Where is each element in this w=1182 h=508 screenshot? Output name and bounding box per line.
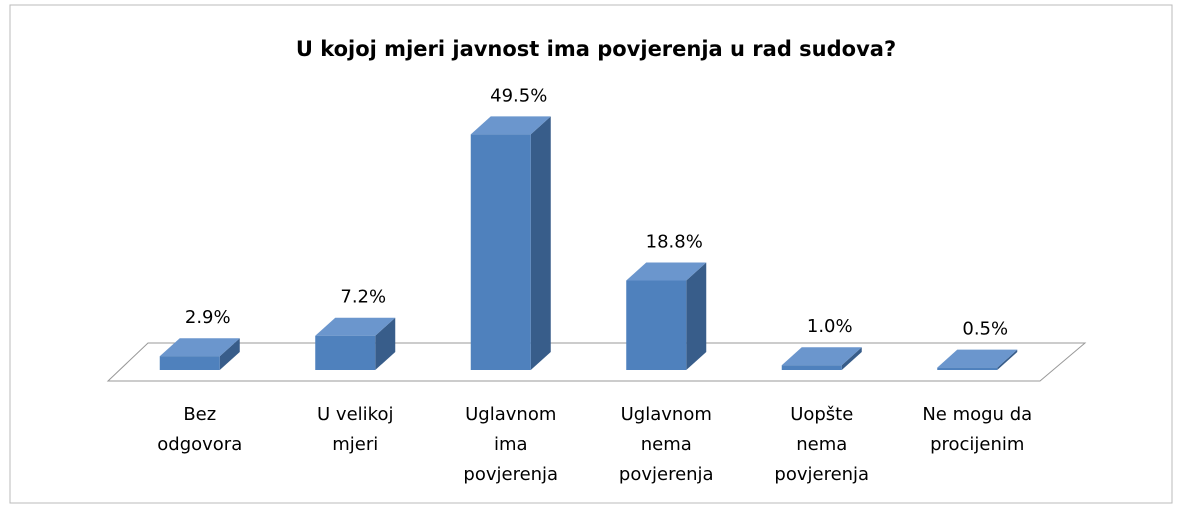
bar-side — [530, 116, 551, 370]
bar-side — [841, 347, 862, 370]
x-tick-label: Ne mogu da procijenim — [922, 404, 1033, 455]
chart-border — [9, 4, 1173, 504]
value-label: 0.5% — [962, 319, 1008, 340]
bar — [626, 280, 687, 370]
floor — [106, 342, 1087, 382]
bar-top — [937, 349, 1018, 368]
value-label: 2.9% — [185, 307, 231, 328]
x-tick-label: Uopšte nema povjerenja — [774, 404, 870, 485]
x-tick-label: Uglavnom nema povjerenja — [618, 404, 714, 485]
value-label: 49.5% — [490, 85, 547, 106]
bar-side — [375, 317, 396, 370]
bar-top — [781, 347, 862, 366]
bar — [937, 367, 998, 370]
x-tick-label: Bez odgovora — [157, 404, 243, 455]
value-label: 18.8% — [646, 232, 703, 253]
x-tick-label: U velikoj mjeri — [317, 404, 394, 455]
bar-side — [686, 262, 707, 370]
bar-side — [219, 338, 240, 370]
bar — [315, 335, 376, 370]
bar-side — [997, 349, 1018, 370]
chart-title: U kojoj mjeri javnost ima povjerenja u r… — [296, 37, 896, 61]
value-label: 1.0% — [807, 316, 853, 337]
bar-top — [159, 338, 240, 357]
bar — [159, 356, 220, 370]
value-label: 7.2% — [340, 287, 386, 308]
bar — [470, 134, 531, 370]
bar — [781, 365, 842, 370]
bar-top — [315, 317, 396, 336]
x-tick-label: Uglavnom ima povjerenja — [463, 404, 559, 485]
bar-top — [626, 262, 707, 281]
bar-top — [470, 116, 551, 135]
